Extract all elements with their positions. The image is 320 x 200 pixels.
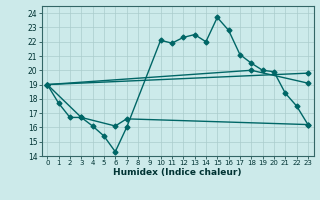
X-axis label: Humidex (Indice chaleur): Humidex (Indice chaleur) — [113, 168, 242, 177]
